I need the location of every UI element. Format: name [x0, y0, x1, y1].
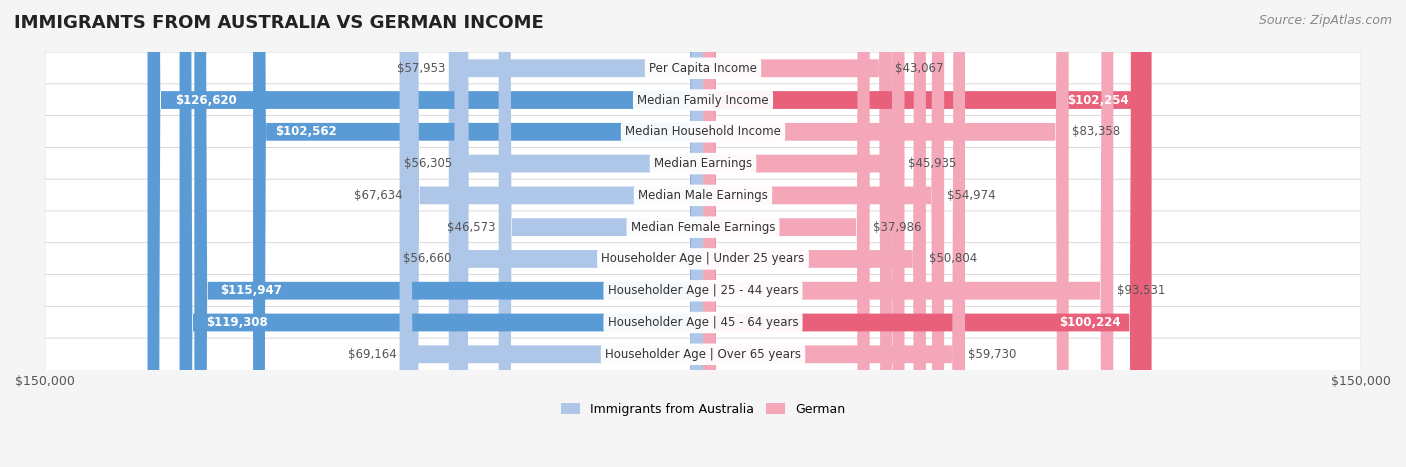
- Text: Per Capita Income: Per Capita Income: [650, 62, 756, 75]
- Text: $102,254: $102,254: [1067, 93, 1129, 106]
- Text: Source: ZipAtlas.com: Source: ZipAtlas.com: [1258, 14, 1392, 27]
- FancyBboxPatch shape: [45, 116, 1361, 148]
- Text: $83,358: $83,358: [1071, 125, 1121, 138]
- FancyBboxPatch shape: [180, 0, 703, 467]
- FancyBboxPatch shape: [148, 0, 703, 467]
- Text: $69,164: $69,164: [347, 348, 396, 361]
- FancyBboxPatch shape: [45, 179, 1361, 212]
- FancyBboxPatch shape: [703, 0, 965, 467]
- FancyBboxPatch shape: [703, 0, 1152, 467]
- Text: Householder Age | 45 - 64 years: Householder Age | 45 - 64 years: [607, 316, 799, 329]
- Text: $126,620: $126,620: [176, 93, 238, 106]
- FancyBboxPatch shape: [253, 0, 703, 467]
- FancyBboxPatch shape: [456, 0, 703, 467]
- FancyBboxPatch shape: [703, 0, 1143, 467]
- FancyBboxPatch shape: [45, 52, 1361, 85]
- FancyBboxPatch shape: [703, 0, 1114, 467]
- Text: $57,953: $57,953: [396, 62, 446, 75]
- Text: $102,562: $102,562: [276, 125, 337, 138]
- FancyBboxPatch shape: [449, 0, 703, 467]
- Text: Median Female Earnings: Median Female Earnings: [631, 221, 775, 234]
- FancyBboxPatch shape: [45, 211, 1361, 243]
- Text: IMMIGRANTS FROM AUSTRALIA VS GERMAN INCOME: IMMIGRANTS FROM AUSTRALIA VS GERMAN INCO…: [14, 14, 544, 32]
- FancyBboxPatch shape: [703, 0, 927, 467]
- FancyBboxPatch shape: [406, 0, 703, 467]
- Legend: Immigrants from Australia, German: Immigrants from Australia, German: [555, 398, 851, 421]
- Text: $119,308: $119,308: [205, 316, 267, 329]
- Text: Median Household Income: Median Household Income: [626, 125, 780, 138]
- FancyBboxPatch shape: [703, 0, 1069, 467]
- Text: $67,634: $67,634: [354, 189, 404, 202]
- Text: Median Male Earnings: Median Male Earnings: [638, 189, 768, 202]
- FancyBboxPatch shape: [399, 0, 703, 467]
- Text: Median Family Income: Median Family Income: [637, 93, 769, 106]
- FancyBboxPatch shape: [703, 0, 945, 467]
- Text: $115,947: $115,947: [219, 284, 281, 297]
- FancyBboxPatch shape: [194, 0, 703, 467]
- FancyBboxPatch shape: [454, 0, 703, 467]
- Text: $37,986: $37,986: [873, 221, 921, 234]
- FancyBboxPatch shape: [45, 338, 1361, 370]
- FancyBboxPatch shape: [45, 84, 1361, 116]
- Text: $43,067: $43,067: [896, 62, 943, 75]
- FancyBboxPatch shape: [45, 275, 1361, 307]
- Text: $56,660: $56,660: [402, 253, 451, 265]
- FancyBboxPatch shape: [45, 306, 1361, 339]
- FancyBboxPatch shape: [703, 0, 870, 467]
- Text: $93,531: $93,531: [1116, 284, 1166, 297]
- FancyBboxPatch shape: [703, 0, 891, 467]
- Text: $59,730: $59,730: [969, 348, 1017, 361]
- Text: $50,804: $50,804: [929, 253, 977, 265]
- Text: $45,935: $45,935: [908, 157, 956, 170]
- Text: $46,573: $46,573: [447, 221, 495, 234]
- FancyBboxPatch shape: [703, 0, 904, 467]
- Text: Householder Age | Under 25 years: Householder Age | Under 25 years: [602, 253, 804, 265]
- Text: $54,974: $54,974: [948, 189, 995, 202]
- Text: $56,305: $56,305: [405, 157, 453, 170]
- Text: Median Earnings: Median Earnings: [654, 157, 752, 170]
- FancyBboxPatch shape: [499, 0, 703, 467]
- FancyBboxPatch shape: [45, 243, 1361, 275]
- Text: Householder Age | 25 - 44 years: Householder Age | 25 - 44 years: [607, 284, 799, 297]
- Text: $100,224: $100,224: [1059, 316, 1121, 329]
- Text: Householder Age | Over 65 years: Householder Age | Over 65 years: [605, 348, 801, 361]
- FancyBboxPatch shape: [45, 148, 1361, 180]
